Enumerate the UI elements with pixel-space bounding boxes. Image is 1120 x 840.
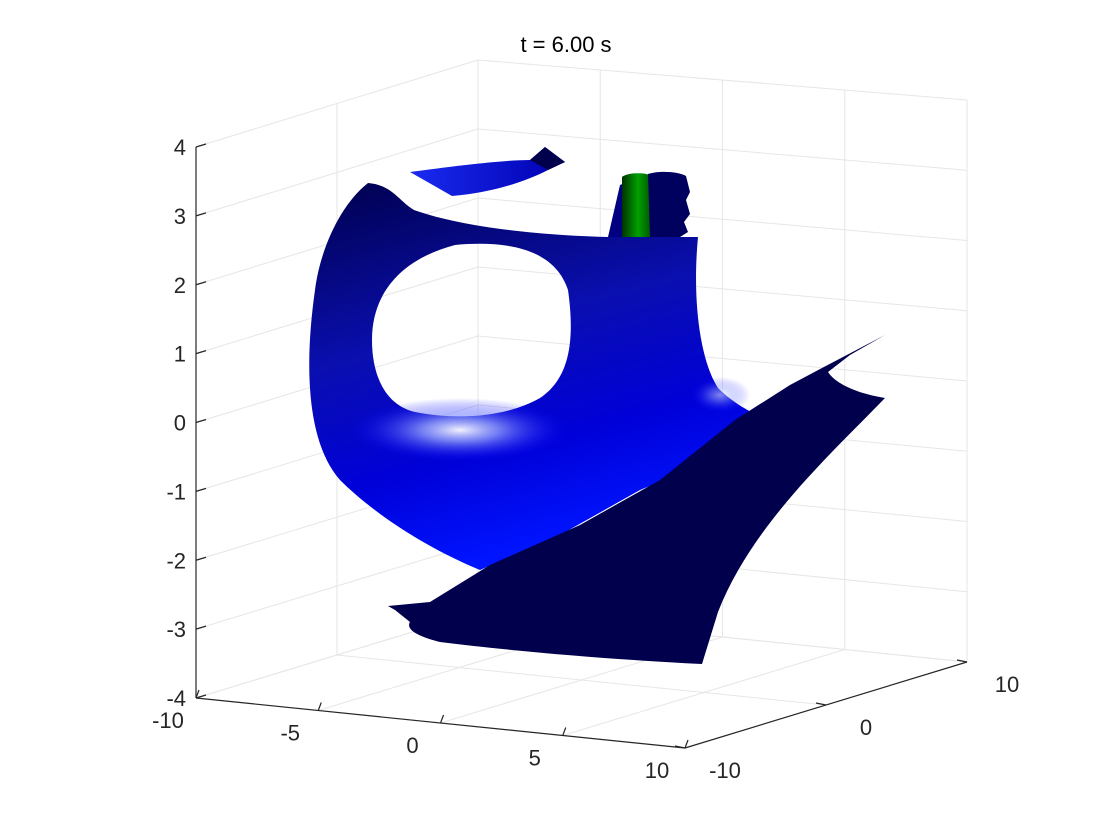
z-tick-mark xyxy=(195,143,207,148)
z-tick-label: 4 xyxy=(174,135,186,160)
z-tick-mark xyxy=(195,694,207,699)
z-tick-mark xyxy=(195,487,207,492)
chart-title: t = 6.00 s xyxy=(520,32,611,57)
y-tick-label: 10 xyxy=(995,672,1019,697)
surface-floating-sheet xyxy=(410,147,565,196)
z-tick-label: 0 xyxy=(174,411,186,436)
z-tick-label: -2 xyxy=(166,548,186,573)
surface-lower-sheet xyxy=(388,335,885,664)
x-tick-label: -10 xyxy=(152,708,184,733)
z-tick-mark xyxy=(195,350,207,355)
axes xyxy=(195,143,968,749)
z-tick-label: 1 xyxy=(174,342,186,367)
surface-highlight xyxy=(350,398,570,462)
surface-pillar-right xyxy=(648,171,690,237)
z-tick-mark xyxy=(195,281,207,286)
x-tick-label: 0 xyxy=(406,733,418,758)
y-grid-line xyxy=(336,654,827,706)
z-tick-label: -1 xyxy=(166,479,186,504)
x-tick-mark xyxy=(684,739,689,749)
surface-main-body xyxy=(309,183,762,570)
z-tick-label: -3 xyxy=(166,617,186,642)
y-tick-mark xyxy=(956,659,968,663)
surface-highlight-right xyxy=(690,377,750,413)
surface-green-cylinder xyxy=(622,173,654,237)
x-tick-mark xyxy=(562,727,567,736)
surface-series xyxy=(309,147,885,664)
x-tick-label: 10 xyxy=(645,758,669,783)
z-tick-label: 2 xyxy=(174,273,186,298)
z-tick-label: -4 xyxy=(166,686,186,711)
y-tick-label: 0 xyxy=(860,715,872,740)
y-tick-mark xyxy=(674,745,686,749)
surface-floating-sheet-tip xyxy=(530,147,565,170)
z-tick-mark xyxy=(195,556,207,561)
y-tick-label: -10 xyxy=(709,758,741,783)
z-tick-mark xyxy=(195,418,207,424)
x-tick-mark xyxy=(317,702,322,711)
x-tick-label: 5 xyxy=(529,746,541,771)
z-tick-mark xyxy=(195,212,207,217)
x-tick-mark xyxy=(439,714,445,724)
y-tick-mark xyxy=(815,702,827,706)
x-tick-label: -5 xyxy=(280,721,300,746)
z-tick-mark xyxy=(195,625,207,630)
x-tick-mark xyxy=(195,689,200,699)
z-tick-label: 3 xyxy=(174,204,186,229)
